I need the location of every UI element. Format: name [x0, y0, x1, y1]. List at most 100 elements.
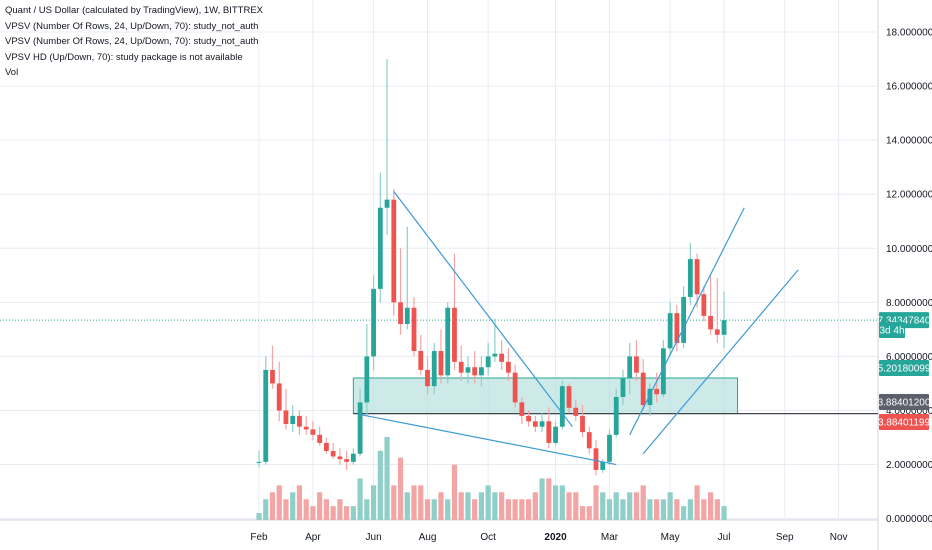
x-tick-label: Jun — [366, 532, 382, 543]
candle-body — [411, 307, 417, 352]
candle-body — [445, 307, 451, 376]
candle-body — [620, 378, 626, 397]
volume-bar — [633, 492, 640, 520]
candle-body — [290, 415, 296, 424]
legend-indicator-vpsv-1[interactable]: VPSV (Number Of Rows, 24, Up/Down, 70): … — [5, 20, 259, 32]
trendline[interactable] — [359, 413, 617, 466]
volume-bar — [337, 499, 343, 520]
candle-body — [465, 367, 471, 373]
volume-bar — [411, 485, 417, 520]
candle-body — [526, 415, 531, 422]
volume-bar — [404, 492, 410, 520]
volume-bar — [492, 492, 498, 520]
candle-body — [458, 361, 464, 373]
volume-bar — [391, 485, 397, 520]
candle-body — [573, 407, 579, 416]
candle-body — [418, 351, 424, 370]
volume-bar — [620, 499, 626, 520]
candle-body — [721, 320, 727, 335]
volume-bar — [384, 436, 390, 520]
legend-title[interactable]: Quant / US Dollar (calculated by Trading… — [5, 5, 264, 16]
candle-body — [404, 307, 410, 324]
candle-body — [714, 329, 720, 335]
candle-body — [485, 356, 491, 368]
candle-body — [627, 356, 633, 379]
price-tag-label: 5.20180099 — [878, 364, 931, 375]
candle-body — [674, 313, 680, 343]
candle-body — [398, 302, 403, 324]
x-tick-label: Mar — [601, 532, 619, 543]
volume-bar — [566, 492, 572, 520]
candle-body — [580, 415, 585, 433]
price-tag-label: 3.88401199 — [878, 418, 931, 429]
volume-bar — [445, 499, 451, 520]
volume-bar — [418, 485, 424, 520]
trendline[interactable] — [629, 207, 745, 436]
volume-bar — [559, 485, 565, 520]
volume-bar — [579, 506, 586, 520]
candle-body — [640, 372, 646, 406]
price-tag-label: 3d 4h — [879, 326, 904, 337]
volume-bar — [283, 499, 289, 520]
volume-bar — [451, 464, 458, 520]
candle-body — [472, 367, 478, 376]
candle-body — [276, 383, 282, 411]
legend-indicator-vpsv-hd[interactable]: VPSV HD (Up/Down, 70): study package is … — [5, 51, 243, 63]
candle-body — [634, 356, 639, 373]
candle-body — [519, 402, 525, 416]
candle-body — [270, 369, 275, 384]
x-tick-label: Jul — [718, 532, 731, 543]
volume-bar — [431, 499, 437, 520]
candle-body — [391, 199, 397, 303]
legend-indicator-vol[interactable]: Vol — [5, 67, 19, 78]
demand-zone[interactable] — [352, 377, 739, 415]
candle-body — [512, 372, 518, 403]
x-tick-label: Sep — [776, 532, 794, 543]
volume-bar — [499, 492, 505, 520]
trendline[interactable] — [393, 191, 573, 428]
volume-bar — [586, 506, 592, 520]
candle-body — [600, 461, 606, 470]
volume-bar — [674, 499, 680, 520]
candle-body — [694, 259, 700, 295]
volume-bar — [397, 457, 404, 520]
volume-bar — [317, 492, 323, 520]
candle-body — [364, 356, 370, 403]
volume-bar — [472, 499, 478, 520]
trendline[interactable] — [642, 269, 799, 455]
volume-bar — [552, 485, 559, 520]
x-tick-label: May — [661, 532, 680, 543]
price-tag-bg — [879, 414, 929, 430]
candle-body — [337, 456, 343, 460]
legend-indicator-vpsv-2[interactable]: VPSV (Number Of Rows, 24, Up/Down, 70): … — [5, 36, 259, 47]
volume-bar — [687, 499, 693, 520]
x-tick-label: Feb — [250, 532, 268, 543]
candle-body — [667, 313, 673, 349]
price-tag-support: 3.88401200 — [878, 394, 931, 410]
volume-bar — [377, 450, 383, 520]
price-tag-bg — [879, 322, 905, 338]
volume-bar — [654, 499, 660, 520]
volume-bar — [613, 492, 619, 520]
volume-bar — [681, 506, 687, 520]
candle-body — [539, 421, 545, 427]
price-tag-countdown: 3d 4h — [879, 322, 905, 338]
candle-body — [317, 434, 323, 443]
volume-bar — [296, 485, 303, 520]
candle-body — [661, 348, 666, 395]
candle-body — [566, 386, 572, 408]
volume-bar — [714, 499, 720, 520]
candle-body — [492, 353, 498, 357]
volume-bar — [660, 499, 666, 520]
candle-body — [593, 448, 599, 470]
candle-body — [701, 294, 707, 316]
volume-bar — [526, 499, 532, 520]
